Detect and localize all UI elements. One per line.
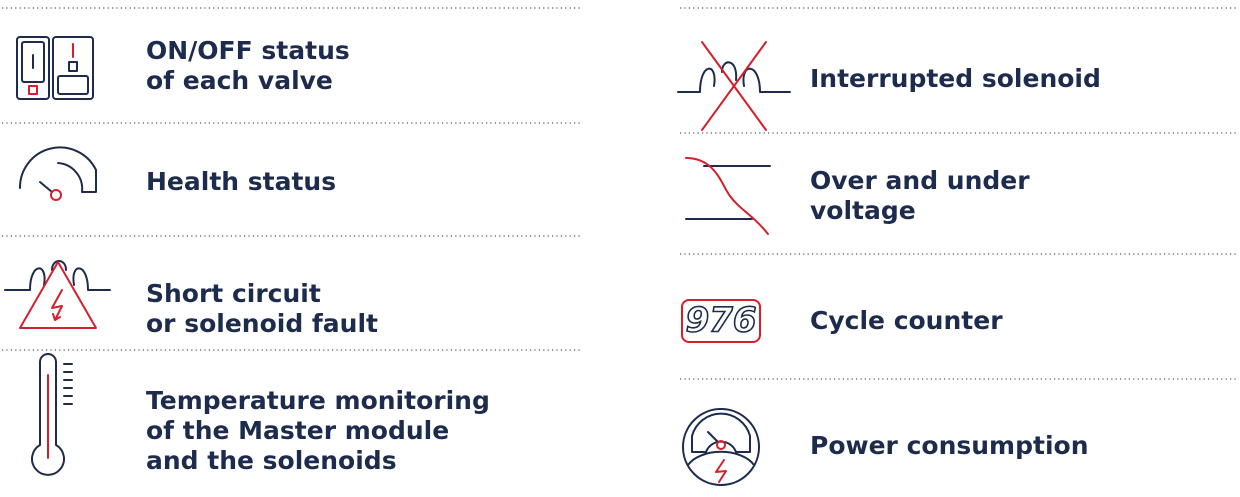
counter-text: 976 <box>686 301 757 341</box>
health-icon <box>18 146 97 201</box>
item-label: Over and under <box>810 166 1030 195</box>
item-label: ON/OFF status <box>146 36 350 65</box>
thermometer-icon <box>31 353 73 476</box>
separators <box>2 7 1236 380</box>
item-label: Interrupted solenoid <box>810 64 1101 93</box>
counter-icon: 976 <box>681 299 761 343</box>
voltage-icon <box>685 157 771 235</box>
item-label: Power consumption <box>810 431 1089 460</box>
item-label: Temperature monitoring <box>146 386 490 415</box>
item-label: Cycle counter <box>810 306 1003 335</box>
item-label: Short circuit <box>146 279 321 308</box>
item-label: voltage <box>810 196 916 225</box>
item-label: Health status <box>146 167 336 196</box>
short-circuit-icon <box>4 260 111 329</box>
power-icon <box>682 408 760 486</box>
item-label: or solenoid fault <box>146 309 378 338</box>
switch-icon <box>16 36 94 100</box>
item-label: of the Master module <box>146 416 449 445</box>
interrupted-solenoid-icon <box>677 41 791 131</box>
item-label: and the solenoids <box>146 446 397 475</box>
item-label: of each valve <box>146 66 333 95</box>
